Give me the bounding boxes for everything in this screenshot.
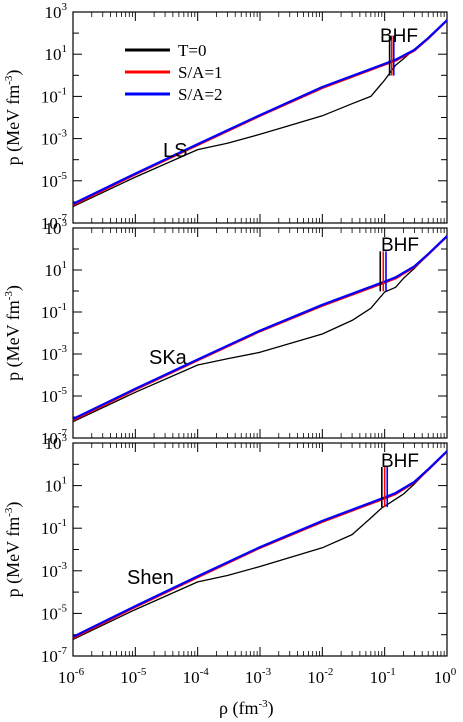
panel-label-shen: Shen (127, 567, 174, 589)
y-tick-label: 10-1 (41, 85, 67, 106)
curves (73, 235, 447, 423)
y-tick-label: 10-1 (41, 517, 67, 538)
legend: T=0 S/A=1 S/A=2 (125, 41, 223, 104)
legend-label-sa1: S/A=1 (178, 63, 223, 82)
panel-label-ls: LS (163, 140, 187, 162)
y-tick-label: 101 (45, 259, 68, 280)
x-tick-label: 10-2 (307, 666, 333, 687)
x-tick-label: 10-5 (120, 666, 147, 687)
series-line-sa2 (73, 235, 447, 420)
y-axis-title: p (MeV fm-3) (3, 285, 24, 381)
y-tick-label: 10-7 (41, 645, 68, 666)
y-tick-label: 103 (45, 432, 68, 453)
y-tick-label: 10-3 (41, 128, 68, 149)
legend-label-t0: T=0 (178, 41, 206, 60)
y-axis-title: p (MeV fm-3) (3, 502, 24, 598)
curves (73, 19, 447, 208)
x-tick-label: 100 (434, 666, 457, 687)
x-axis-title: ρ (fm-3) (219, 698, 274, 719)
y-axis-title: p (MeV fm-3) (3, 70, 24, 166)
y-tick-label: 103 (45, 217, 68, 238)
y-tick-label: 101 (45, 475, 68, 496)
plot-frame (72, 227, 448, 439)
y-tick-label: 10-1 (41, 301, 67, 322)
x-tick-label: 10-4 (183, 666, 210, 687)
y-tick-label: 10-3 (41, 560, 68, 581)
series-line-sa2 (73, 450, 447, 638)
y-tick-label: 101 (45, 43, 68, 64)
plot-frame (72, 442, 448, 657)
y-tick-label: 10-5 (41, 385, 68, 406)
y-tick-label: 10-5 (41, 602, 68, 623)
x-tick-label: 10-3 (245, 666, 272, 687)
series-line-t0 (73, 451, 447, 640)
y-tick-label: 103 (45, 1, 68, 22)
panel-label-ska: SKa (149, 347, 188, 369)
x-tick-label: 10-1 (370, 666, 396, 687)
y-tick-label: 10-5 (41, 170, 68, 191)
curves (73, 450, 447, 640)
x-tick-label: 10-6 (58, 666, 85, 687)
legend-label-sa2: S/A=2 (178, 85, 223, 104)
y-tick-label: 10-3 (41, 343, 68, 364)
region-label-bhf-3: BHF (381, 451, 419, 472)
series-line-sa2 (73, 19, 447, 205)
series-line-t0 (73, 235, 447, 423)
region-label-bhf-2: BHF (381, 235, 419, 256)
region-label-bhf-1: BHF (380, 26, 418, 47)
